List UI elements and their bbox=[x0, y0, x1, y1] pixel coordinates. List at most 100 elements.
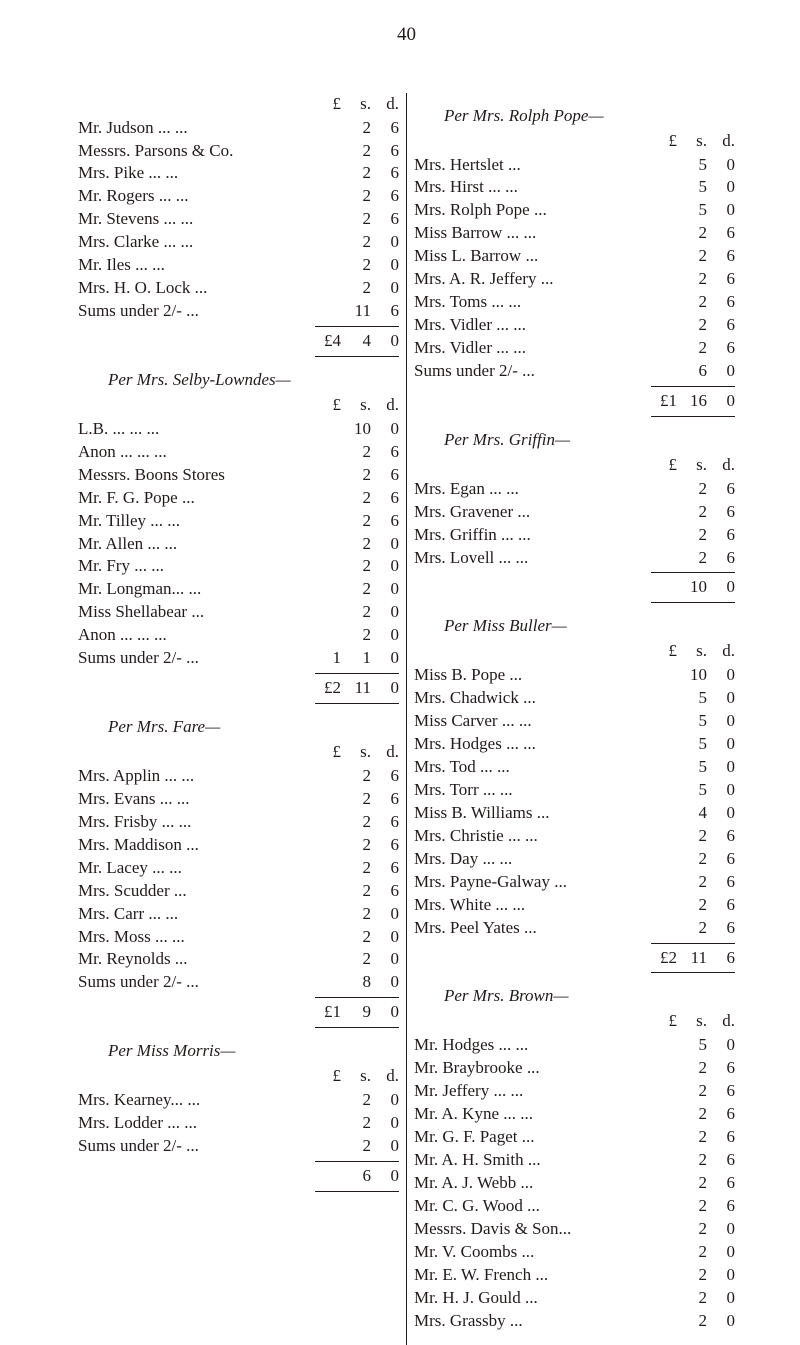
entry-name: Mrs. Payne-Galway ... bbox=[414, 871, 651, 894]
entry-name: Messrs. Davis & Son... bbox=[414, 1218, 651, 1241]
ledger-entry: Miss Shellabear ... 20 bbox=[78, 601, 399, 624]
entry-name: Mrs. Chadwick ... bbox=[414, 687, 651, 710]
total-pound: £4 bbox=[315, 330, 341, 353]
ledger-entry: Mrs. Vidler ... ...26 bbox=[414, 337, 735, 360]
entry-pence: 0 bbox=[707, 360, 735, 383]
entry-pence: 6 bbox=[707, 268, 735, 291]
shilling-header: s. bbox=[677, 1010, 707, 1033]
entry-shilling: 1 bbox=[341, 647, 371, 670]
entry-shilling: 5 bbox=[677, 199, 707, 222]
entry-name: Messrs. Parsons & Co. bbox=[78, 140, 315, 163]
entry-shilling: 2 bbox=[677, 1287, 707, 1310]
entry-pence: 0 bbox=[707, 710, 735, 733]
pound-header: £ bbox=[651, 454, 677, 477]
entry-pence: 6 bbox=[707, 524, 735, 547]
ledger-entry: Mrs. Maddison ...26 bbox=[78, 834, 399, 857]
ledger-entry: Miss B. Williams ...40 bbox=[414, 802, 735, 825]
section-total: £2116 bbox=[414, 943, 735, 974]
ledger-entry: Mr. Rogers ... ...26 bbox=[78, 185, 399, 208]
entry-pence: 0 bbox=[371, 277, 399, 300]
entry-shilling: 2 bbox=[677, 1241, 707, 1264]
entry-pence: 6 bbox=[371, 300, 399, 323]
ledger-entry: Mrs. Moss ... ...20 bbox=[78, 926, 399, 949]
ledger-entry: Mr. Allen ... ...20 bbox=[78, 533, 399, 556]
entry-name: Mrs. Torr ... ... bbox=[414, 779, 651, 802]
entry-name: Mr. Reynolds ... bbox=[78, 948, 315, 971]
ledger-entry: Anon ... ... ...20 bbox=[78, 624, 399, 647]
entry-pence: 6 bbox=[707, 478, 735, 501]
entry-shilling: 2 bbox=[341, 1089, 371, 1112]
currency-header: £s.d. bbox=[414, 454, 735, 477]
entry-shilling: 2 bbox=[677, 1264, 707, 1287]
entry-pence: 6 bbox=[371, 880, 399, 903]
entry-shilling: 6 bbox=[677, 360, 707, 383]
pound-header: £ bbox=[315, 93, 341, 116]
ledger-entry: Mrs. Hirst ... ...50 bbox=[414, 176, 735, 199]
entry-shilling: 2 bbox=[341, 948, 371, 971]
entry-name: Mrs. Gravener ... bbox=[414, 501, 651, 524]
entry-name: Mrs. Vidler ... ... bbox=[414, 314, 651, 337]
entry-shilling: 2 bbox=[341, 903, 371, 926]
entry-name: Mrs. Griffin ... ... bbox=[414, 524, 651, 547]
entry-pence: 0 bbox=[371, 601, 399, 624]
pence-header: d. bbox=[707, 130, 735, 153]
ledger-entry: Sums under 2/- ...116 bbox=[78, 300, 399, 323]
entry-name: Miss Barrow ... ... bbox=[414, 222, 651, 245]
entry-shilling: 2 bbox=[677, 1126, 707, 1149]
entry-name: Mrs. Grassby ... bbox=[414, 1310, 651, 1333]
entry-name: Sums under 2/- ... bbox=[78, 971, 315, 994]
entry-name: Mr. H. J. Gould ... bbox=[414, 1287, 651, 1310]
ledger-entry: Mrs. Kearney... ...20 bbox=[78, 1089, 399, 1112]
ledger-entry: Mr. V. Coombs ...20 bbox=[414, 1241, 735, 1264]
entry-name: Mrs. Vidler ... ... bbox=[414, 337, 651, 360]
entry-pence: 0 bbox=[371, 647, 399, 670]
entry-shilling: 2 bbox=[677, 245, 707, 268]
entry-name: Mr. E. W. French ... bbox=[414, 1264, 651, 1287]
entry-shilling: 5 bbox=[677, 687, 707, 710]
entry-shilling: 2 bbox=[341, 487, 371, 510]
ledger-entry: Mr. H. J. Gould ... 20 bbox=[414, 1287, 735, 1310]
entry-shilling: 2 bbox=[341, 117, 371, 140]
section-title: Per Miss Buller— bbox=[414, 615, 735, 638]
entry-pence: 0 bbox=[371, 418, 399, 441]
ledger-entry: Mrs. Hodges ... ...50 bbox=[414, 733, 735, 756]
currency-header: £s.d. bbox=[78, 93, 399, 116]
ledger-entry: Mrs. Frisby ... ...26 bbox=[78, 811, 399, 834]
total-shilling: 10 bbox=[677, 576, 707, 599]
entry-name: Mr. Rogers ... ... bbox=[78, 185, 315, 208]
entry-pence: 6 bbox=[371, 510, 399, 533]
entry-pence: 6 bbox=[707, 314, 735, 337]
entry-name: Mrs. Hirst ... ... bbox=[414, 176, 651, 199]
section-title: Per Mrs. Griffin— bbox=[414, 429, 735, 452]
entry-pence: 6 bbox=[371, 185, 399, 208]
ledger-entry: Mr. Braybrooke ...26 bbox=[414, 1057, 735, 1080]
entry-shilling: 2 bbox=[677, 222, 707, 245]
entry-pence: 0 bbox=[371, 926, 399, 949]
ledger-entry: Mr. Lacey ... ...26 bbox=[78, 857, 399, 880]
ledger-entry: Mr. F. G. Pope ...26 bbox=[78, 487, 399, 510]
ledger-entry: Mrs. Lodder ... ...20 bbox=[78, 1112, 399, 1135]
shilling-header: s. bbox=[677, 454, 707, 477]
entry-pence: 6 bbox=[371, 811, 399, 834]
entry-name: Mr. Allen ... ... bbox=[78, 533, 315, 556]
entry-name: Mrs. Kearney... ... bbox=[78, 1089, 315, 1112]
entry-pence: 6 bbox=[707, 1126, 735, 1149]
entry-shilling: 2 bbox=[341, 624, 371, 647]
entry-pence: 6 bbox=[371, 208, 399, 231]
entry-shilling: 2 bbox=[341, 601, 371, 624]
entry-pence: 0 bbox=[707, 1287, 735, 1310]
currency-header: £s.d. bbox=[78, 1065, 399, 1088]
entry-name: Mr. C. G. Wood ... bbox=[414, 1195, 651, 1218]
ledger-entry: Mrs. Torr ... ...50 bbox=[414, 779, 735, 802]
entry-name: Miss L. Barrow ... bbox=[414, 245, 651, 268]
entry-name: Mrs. Clarke ... ... bbox=[78, 231, 315, 254]
ledger-section: £s.d.Mr. Judson ... ...26Messrs. Parsons… bbox=[78, 93, 399, 357]
entry-shilling: 2 bbox=[341, 162, 371, 185]
entry-shilling: 5 bbox=[677, 733, 707, 756]
entry-pence: 0 bbox=[707, 154, 735, 177]
ledger-entry: Miss L. Barrow ...26 bbox=[414, 245, 735, 268]
entry-name: Sums under 2/- ... bbox=[414, 360, 651, 383]
entry-name: Miss Shellabear ... bbox=[78, 601, 315, 624]
entry-shilling: 2 bbox=[677, 917, 707, 940]
ledger-section: Per Mrs. Rolph Pope—£s.d.Mrs. Hertslet .… bbox=[414, 105, 735, 417]
